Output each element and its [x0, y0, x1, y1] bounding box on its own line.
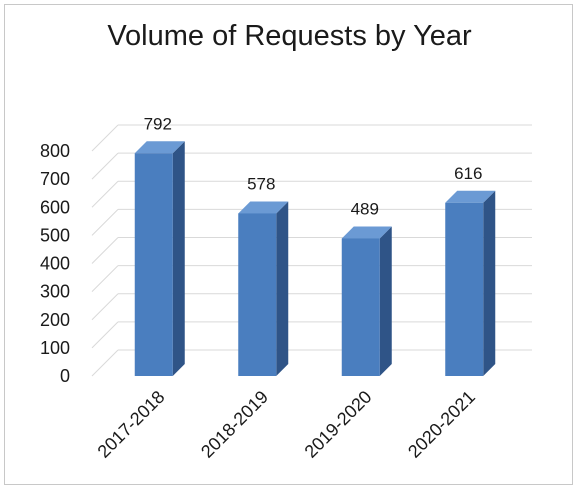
bar-side [483, 190, 496, 376]
bar-side [276, 201, 289, 376]
bar-top [134, 141, 185, 154]
y-tick-label: 400 [40, 254, 70, 274]
bar [341, 238, 380, 376]
data-label: 616 [454, 164, 482, 183]
data-label: 578 [247, 174, 275, 193]
gridline-depth [91, 152, 119, 180]
x-tick-label: 2020-2021 [404, 387, 479, 462]
y-tick-label: 700 [40, 169, 70, 189]
gridline-depth [91, 321, 119, 349]
bar [445, 202, 484, 376]
data-label: 489 [351, 199, 379, 218]
bar [238, 213, 277, 376]
bar-side [379, 226, 392, 376]
gridline-depth [91, 265, 119, 292]
y-tick-label: 100 [40, 338, 70, 358]
bar-top [238, 201, 289, 214]
gridline-depth [91, 209, 119, 236]
x-tick-label: 2017-2018 [94, 387, 169, 462]
data-label: 792 [144, 114, 172, 133]
y-tick-label: 800 [40, 141, 70, 161]
y-tick-label: 500 [40, 225, 70, 245]
bar-top [341, 226, 392, 239]
x-tick-label: 2019-2020 [301, 387, 376, 462]
bar-top [445, 190, 496, 203]
gridline-depth [91, 124, 119, 152]
y-tick-label: 200 [40, 310, 70, 330]
y-tick-label: 0 [60, 366, 70, 386]
gridline-depth [91, 349, 119, 377]
x-tick-label: 2018-2019 [197, 387, 272, 462]
gridline-depth [91, 180, 119, 208]
gridline-depth [91, 293, 119, 321]
gridline-depth [91, 237, 119, 264]
bar-side [172, 141, 185, 376]
chart-title: Volume of Requests by Year [107, 20, 472, 52]
y-tick-label: 300 [40, 282, 70, 302]
y-tick-label: 600 [40, 197, 70, 217]
bar [134, 153, 173, 376]
